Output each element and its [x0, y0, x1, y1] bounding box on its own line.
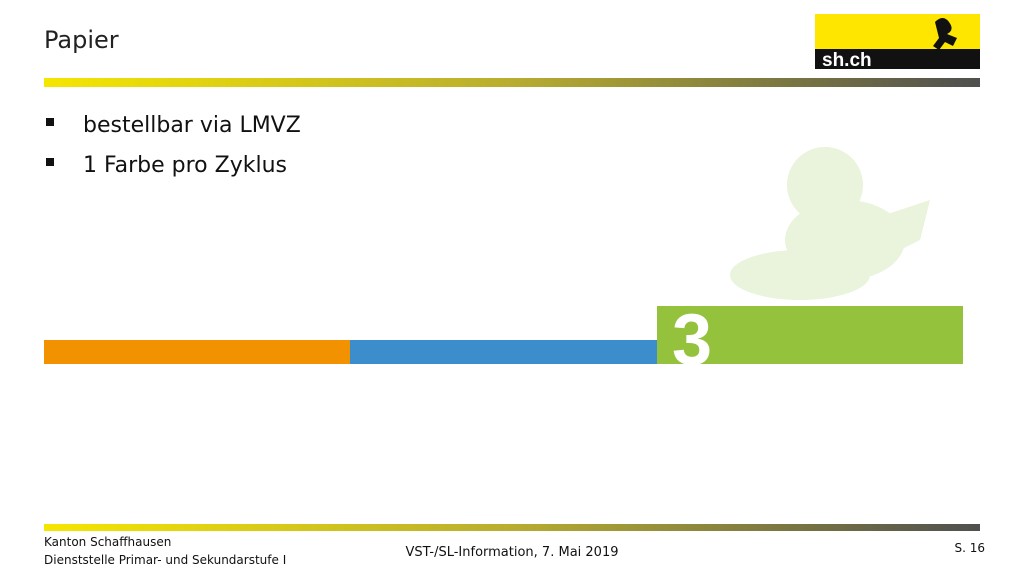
bullet-marker — [46, 158, 54, 166]
footer-rule — [44, 524, 980, 531]
page-number: S. 16 — [954, 541, 985, 555]
bar-orange — [44, 340, 350, 364]
footer-center: VST-/SL-Information, 7. Mai 2019 — [406, 545, 619, 560]
ghost-ram — [730, 147, 930, 300]
header-rule — [44, 78, 980, 87]
bullet-text: bestellbar via LMVZ — [83, 113, 301, 138]
bar-blue — [350, 340, 657, 364]
footer-org: Kanton Schaffhausen — [44, 535, 171, 549]
logo: sh.ch — [815, 14, 980, 71]
bullet-text: 1 Farbe pro Zyklus — [83, 153, 287, 178]
bar-green — [657, 306, 963, 364]
logo-text: sh.ch — [822, 50, 872, 71]
footer-dept: Dienststelle Primar- und Sekundarstufe I — [44, 553, 286, 567]
bullet-marker — [46, 118, 54, 126]
slide-title: Papier — [44, 26, 119, 54]
cycle-label: 3 — [672, 300, 712, 380]
